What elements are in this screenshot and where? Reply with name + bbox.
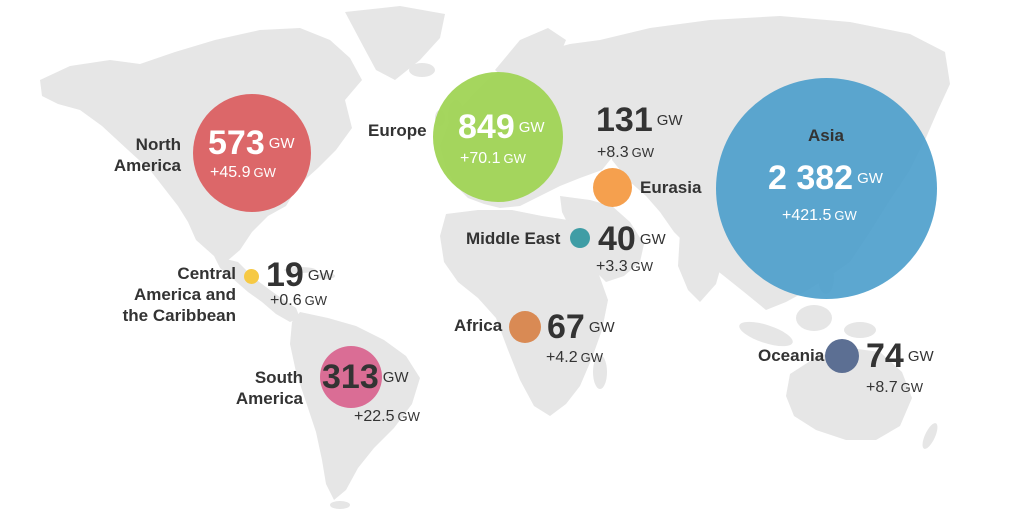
change-south-america: +22.5 GW — [354, 408, 420, 425]
bubble-middle-east — [570, 228, 590, 248]
landmass-greenland — [345, 6, 445, 80]
landmass-australia — [786, 348, 912, 440]
label-asia: Asia — [808, 126, 844, 145]
label-oceania: Oceania — [758, 346, 825, 365]
label-africa: Africa — [454, 316, 503, 335]
bubble-africa — [509, 311, 541, 343]
bubble-oceania — [825, 339, 859, 373]
change-europe: +70.1 GW — [460, 150, 526, 167]
change-middle-east: +3.3 GW — [596, 258, 653, 275]
landmass-middle-east — [560, 196, 644, 282]
landmass-central-america — [214, 256, 300, 322]
value-south-america: 313 GW — [322, 358, 409, 396]
label-south-america: South America — [235, 368, 303, 408]
change-asia: +421.5 GW — [782, 207, 857, 224]
bubble-north-america — [193, 94, 311, 212]
value-eurasia: 131 GW — [596, 101, 683, 139]
change-oceania: +8.7 GW — [866, 379, 923, 396]
value-asia: 2 382 GW — [768, 159, 883, 197]
bubble-central-america — [244, 269, 259, 284]
value-middle-east: 40 GW — [598, 220, 666, 258]
value-europe: 849 GW — [458, 108, 545, 146]
label-eurasia: Eurasia — [640, 178, 702, 197]
label-central-america: Central America and the Caribbean — [122, 264, 236, 325]
label-europe: Europe — [368, 121, 427, 140]
change-africa: +4.2 GW — [546, 349, 603, 366]
change-north-america: +45.9 GW — [210, 164, 276, 181]
value-africa: 67 GW — [547, 308, 615, 346]
landmass-india — [678, 232, 724, 302]
label-north-america: North America — [113, 135, 181, 175]
value-north-america: 573 GW — [208, 124, 295, 162]
bubble-south-america — [320, 346, 382, 408]
bubble-europe — [433, 72, 563, 202]
change-central-america: +0.6 GW — [270, 292, 327, 309]
value-central-america: 19 GW — [266, 256, 334, 294]
bubble-asia — [716, 78, 937, 299]
change-eurasia: +8.3 GW — [597, 144, 654, 161]
bubble-eurasia — [593, 168, 632, 207]
value-oceania: 74 GW — [866, 337, 934, 375]
label-middle-east: Middle East — [466, 229, 561, 248]
